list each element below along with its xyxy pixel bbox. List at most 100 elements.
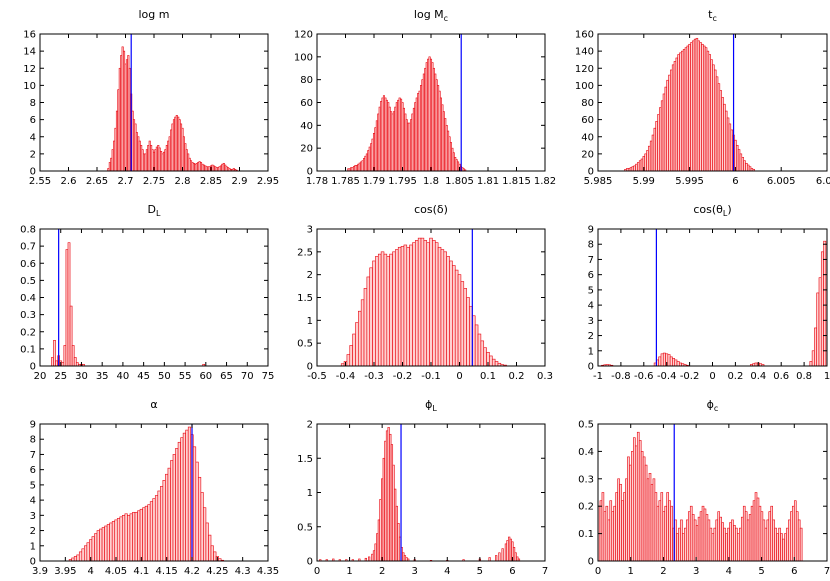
x-tick-label: 60 — [199, 371, 212, 382]
histogram-panel-4: 20 25 30 35 40 45 50 55 60 65 70 75 0 0.1 0.2 0.3 0.4 0.5… — [20, 203, 274, 382]
histogram-bar — [682, 533, 685, 562]
y-tick-label: 6 — [30, 115, 36, 126]
y-tick-label: 140 — [575, 47, 594, 58]
x-tick-label: 0.8 — [796, 371, 812, 382]
y-tick-label: 2.5 — [297, 247, 313, 258]
x-tick-label: 7 — [824, 566, 830, 577]
histogram-bar — [55, 360, 58, 367]
histogram-bar — [213, 551, 217, 562]
histogram-bar — [165, 473, 169, 562]
y-tick-label: 2 — [307, 270, 313, 281]
y-tick-label: 5 — [588, 285, 594, 296]
y-tick-label: 5 — [30, 480, 36, 491]
histogram-bar — [634, 445, 638, 562]
histogram-bar — [187, 426, 192, 562]
x-tick-label: 2.8 — [175, 176, 191, 187]
y-tick-label: 40 — [581, 132, 594, 143]
histogram-panel-2: 1.78 1.785 1.79 1.795 1.8 1.805 1.81 1.815 1.82 0… — [294, 8, 556, 187]
histogram-panel-6: -1 -0.8 -0.6 -0.4 -0.2 0 0.2 0.4 0.6 0.8 1 0 1 2 3 4 5 6 7… — [588, 203, 830, 382]
y-tick-label: 0 — [307, 362, 313, 373]
x-tick-label: 40 — [117, 371, 130, 382]
histogram-bar — [737, 533, 740, 562]
panel-title: α — [150, 398, 157, 411]
x-tick-label: -0.2 — [393, 371, 413, 382]
histogram-bar — [667, 354, 671, 367]
x-tick-label: 5.99 — [633, 176, 655, 187]
histogram-bar — [104, 525, 108, 562]
x-tick-label: 25 — [54, 371, 67, 382]
histogram-bar — [208, 534, 212, 562]
histogram-bar — [648, 473, 652, 562]
histogram-bar — [111, 521, 116, 562]
histogram-bar — [491, 358, 496, 367]
histogram-bar — [144, 505, 148, 562]
y-tick-label: 3 — [307, 225, 313, 236]
histogram-panel-9: 0 1 2 3 4 5 6 7 0 0.1 0.2 0.3 0.4 0.5 ϕc — [578, 398, 830, 577]
histogram-bar — [423, 240, 428, 367]
x-tick-label: 1.78 — [306, 176, 328, 187]
histogram-bar — [446, 256, 450, 367]
histogram-bar — [792, 505, 795, 562]
x-tick-label: 75 — [262, 371, 275, 382]
histogram-bar — [489, 355, 493, 367]
x-tick-label: -0.5 — [307, 371, 327, 382]
histogram-bar — [662, 511, 666, 562]
x-tick-label: 2 — [379, 566, 385, 577]
x-tick-label: 6 — [509, 566, 515, 577]
y-tick-label: 0 — [307, 557, 313, 568]
y-tick-label: 120 — [575, 64, 594, 75]
y-tick-label: 7 — [588, 255, 594, 266]
y-tick-label: 6 — [30, 465, 36, 476]
x-tick-label: 2.7 — [118, 176, 134, 187]
x-tick-label: -0.6 — [634, 371, 654, 382]
histogram-bar — [142, 507, 146, 562]
histogram-bar — [372, 260, 376, 367]
histogram-bar — [460, 281, 465, 367]
y-tick-label: 8 — [30, 435, 36, 446]
plot-frame — [597, 423, 828, 562]
histogram-bar — [195, 461, 199, 562]
histogram-bar — [182, 432, 186, 562]
histogram-bar — [124, 513, 128, 562]
histogram-bar — [658, 356, 662, 367]
y-tick-label: 16 — [23, 30, 36, 41]
histogram-bar — [99, 528, 103, 562]
histogram-bar — [167, 467, 171, 562]
histogram-bar — [170, 460, 174, 562]
y-tick-label: 0.5 — [578, 420, 594, 431]
y-tick-label: 2 — [588, 331, 594, 342]
x-tick-label: 4 — [726, 566, 732, 577]
histogram-bar — [820, 251, 824, 367]
histogram-bar — [53, 340, 56, 367]
x-tick-label: 4.35 — [257, 566, 279, 577]
histogram-bar — [599, 500, 603, 562]
histogram-bar — [772, 519, 775, 562]
x-tick-label: 1.805 — [445, 176, 474, 187]
y-tick-label: 0 — [588, 557, 594, 568]
x-tick-label: 0 — [314, 566, 320, 577]
histogram-bar — [674, 359, 678, 367]
histogram-bar — [443, 251, 447, 367]
x-tick-label: 0.4 — [750, 371, 766, 382]
y-tick-label: 3 — [588, 316, 594, 327]
histogram-bar — [409, 244, 413, 367]
x-tick-label: 2.6 — [61, 176, 77, 187]
histogram-bar — [400, 246, 405, 367]
histogram-bar — [495, 555, 498, 562]
x-tick-label: 3 — [693, 566, 699, 577]
histogram-bar — [203, 507, 207, 562]
histogram-bar — [200, 492, 204, 562]
histogram-bar — [139, 508, 143, 562]
y-tick-label: 0.1 — [578, 529, 594, 540]
histogram-panel-5: -0.5 -0.4 -0.3 -0.2 -0.1 0 0.1 0.2 0.3 0 0.5 1 1.5 2 2… — [297, 203, 553, 382]
y-tick-label: 7 — [30, 450, 36, 461]
histogram-bar — [377, 253, 382, 367]
histogram-bar — [134, 511, 138, 562]
histogram-bar — [69, 305, 73, 367]
histogram-bar — [676, 361, 680, 367]
x-tick-label: 4.25 — [206, 566, 228, 577]
y-tick-label: 60 — [300, 98, 313, 109]
x-tick-label: 5 — [758, 566, 764, 577]
histogram-bar — [177, 441, 181, 562]
histogram-bar — [63, 345, 67, 367]
